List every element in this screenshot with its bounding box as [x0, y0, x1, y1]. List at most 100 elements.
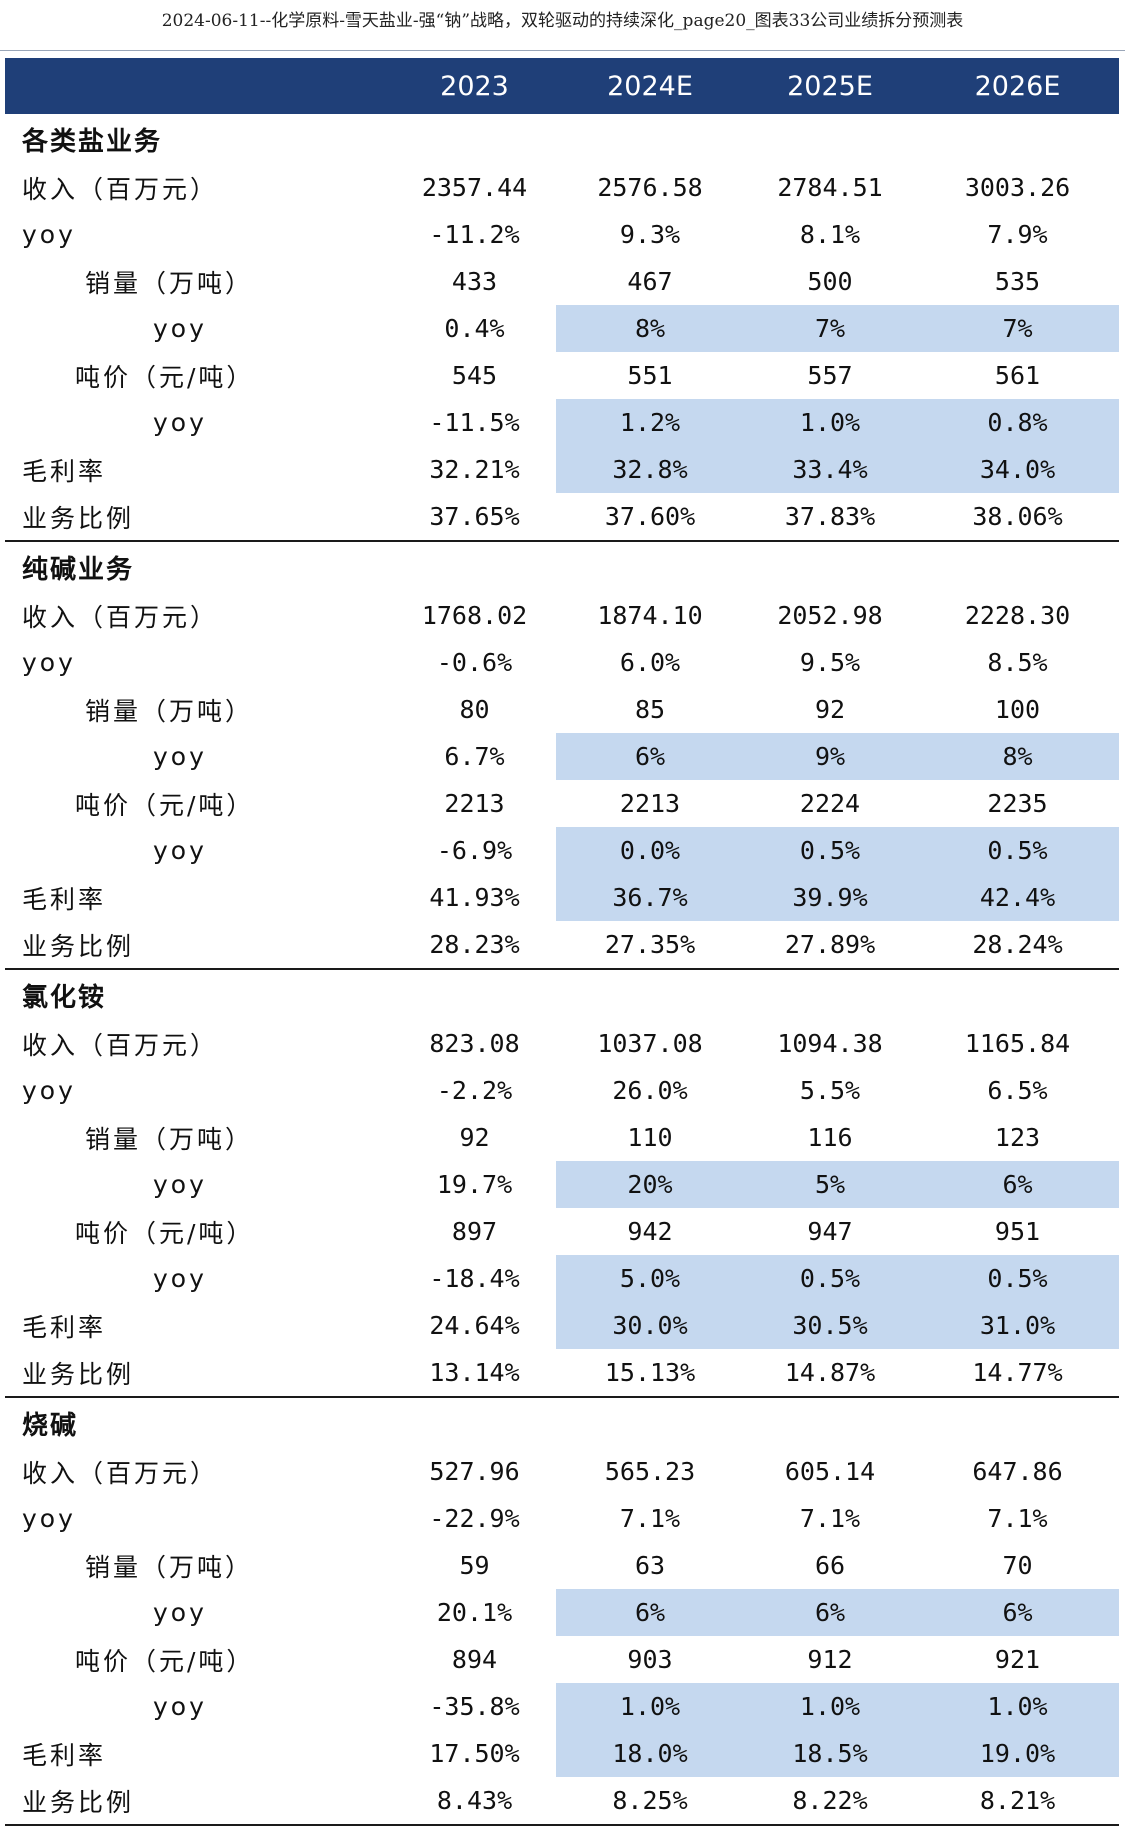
value-cell: 1094.38: [777, 1029, 883, 1058]
value-cell: 5%: [744, 1161, 916, 1208]
value-cell: 942: [627, 1217, 673, 1246]
header-cell-2026e: 2026E: [916, 58, 1119, 114]
header-cell-2024e: 2024E: [556, 58, 744, 114]
row-label: yoy: [153, 408, 207, 437]
value-cell: 7%: [744, 305, 916, 352]
value-cell: -35.8%: [429, 1692, 520, 1721]
price-yoy-row: yoy -18.4% 5.0% 0.5% 0.5%: [5, 1255, 1119, 1302]
row-label: 销量（万吨）: [85, 1124, 254, 1154]
table-body: 各类盐业务 收入（百万元） 2357.44 2576.58 2784.51 3003.26…: [5, 114, 1119, 1826]
value-cell: 8.21%: [916, 1777, 1119, 1826]
value-cell: 28.23%: [393, 921, 556, 970]
value-cell: -2.2%: [436, 1076, 513, 1105]
value-cell: 947: [807, 1217, 853, 1246]
value-cell: 39.9%: [744, 874, 916, 921]
value-cell: 500: [807, 267, 853, 296]
value-cell: 30.0%: [556, 1302, 744, 1349]
value-cell: 15.13%: [556, 1349, 744, 1398]
value-cell: 8.25%: [556, 1777, 744, 1826]
value-cell: 8%: [916, 733, 1119, 780]
value-cell: -22.9%: [429, 1504, 520, 1533]
value-cell: 0.5%: [916, 1255, 1119, 1302]
price-row: 吨价（元/吨） 545 551 557 561: [5, 352, 1119, 399]
value-cell: 30.5%: [744, 1302, 916, 1349]
value-cell: 2784.51: [777, 173, 883, 202]
value-cell: 37.60%: [556, 493, 744, 542]
value-cell: 0.5%: [744, 827, 916, 874]
value-cell: 19.0%: [916, 1730, 1119, 1777]
volume-row: 销量（万吨） 92 110 116 123: [5, 1114, 1119, 1161]
row-label: yoy: [153, 836, 207, 865]
value-cell: 42.4%: [916, 874, 1119, 921]
value-cell: 38.06%: [916, 493, 1119, 542]
volume-row: 销量（万吨） 80 85 92 100: [5, 686, 1119, 733]
row-label: 毛利率: [22, 884, 107, 914]
value-cell: 6.0%: [619, 648, 681, 677]
value-cell: 92: [459, 1123, 490, 1152]
row-label: 销量（万吨）: [85, 696, 254, 726]
value-cell: 1.0%: [916, 1683, 1119, 1730]
value-cell: 551: [627, 361, 673, 390]
value-cell: 5.5%: [799, 1076, 861, 1105]
value-cell: 28.24%: [916, 921, 1119, 970]
value-cell: 1.2%: [556, 399, 744, 446]
gross-margin-row: 毛利率 24.64% 30.0% 30.5% 31.0%: [5, 1302, 1119, 1349]
value-cell: 2228.30: [964, 601, 1071, 630]
row-label: yoy: [153, 742, 207, 771]
revenue-yoy-row: yoy -22.9% 7.1% 7.1% 7.1%: [5, 1495, 1119, 1542]
value-cell: 37.65%: [393, 493, 556, 542]
row-label: yoy: [22, 648, 76, 677]
price-row: 吨价（元/吨） 2213 2213 2224 2235: [5, 780, 1119, 827]
gross-margin-row: 毛利率 17.50% 18.0% 18.5% 19.0%: [5, 1730, 1119, 1777]
price-yoy-row: yoy -11.5% 1.2% 1.0% 0.8%: [5, 399, 1119, 446]
row-label: 销量（万吨）: [85, 268, 254, 298]
value-cell: -6.9%: [436, 836, 513, 865]
value-cell: 20.1%: [436, 1598, 513, 1627]
row-label: 销量（万吨）: [85, 1552, 254, 1582]
value-cell: 8.22%: [744, 1777, 916, 1826]
value-cell: -11.5%: [429, 408, 520, 437]
value-cell: 85: [634, 695, 666, 724]
value-cell: 2224: [799, 789, 861, 818]
row-label: 吨价（元/吨）: [75, 362, 255, 392]
value-cell: 8.43%: [393, 1777, 556, 1826]
business-share-row: 业务比例 28.23% 27.35% 27.89% 28.24%: [5, 921, 1119, 970]
value-cell: 0.8%: [916, 399, 1119, 446]
value-cell: 24.64%: [429, 1311, 520, 1340]
header-cell-2023: 2023: [393, 58, 556, 114]
row-label: 收入（百万元）: [22, 1458, 219, 1488]
value-cell: 0.0%: [556, 827, 744, 874]
header-row: 2023 2024E 2025E 2026E: [5, 58, 1119, 114]
value-cell: 7.1%: [799, 1504, 861, 1533]
value-cell: 6.7%: [444, 742, 505, 771]
row-label: 毛利率: [22, 456, 107, 486]
revenue-row: 收入（百万元） 1768.02 1874.10 2052.98 2228.30: [5, 592, 1119, 639]
value-cell: 557: [807, 361, 853, 390]
gross-margin-row: 毛利率 41.93% 36.7% 39.9% 42.4%: [5, 874, 1119, 921]
value-cell: 951: [994, 1217, 1041, 1246]
page-title: 2024-06-11--化学原料-雪天盐业-强“钠”战略，双轮驱动的持续深化_p…: [161, 11, 964, 31]
row-label: 业务比例: [5, 921, 393, 970]
volume-yoy-row: yoy 0.4% 8% 7% 7%: [5, 305, 1119, 352]
value-cell: 527.96: [429, 1457, 520, 1486]
volume-yoy-row: yoy 19.7% 20% 5% 6%: [5, 1161, 1119, 1208]
value-cell: 1.0%: [556, 1683, 744, 1730]
value-cell: 647.86: [972, 1457, 1063, 1486]
value-cell: 467: [627, 267, 673, 296]
value-cell: 1037.08: [597, 1029, 703, 1058]
row-label: yoy: [153, 1170, 207, 1199]
row-label: 收入（百万元）: [22, 174, 219, 204]
value-cell: 26.0%: [612, 1076, 688, 1105]
value-cell: 116: [807, 1123, 853, 1152]
value-cell: 34.0%: [916, 446, 1119, 493]
value-cell: 9.3%: [619, 220, 681, 249]
row-label: 业务比例: [5, 1349, 393, 1398]
row-label: 吨价（元/吨）: [75, 1646, 255, 1676]
value-cell: 823.08: [429, 1029, 520, 1058]
value-cell: -18.4%: [429, 1264, 520, 1293]
value-cell: 17.50%: [429, 1739, 520, 1768]
value-cell: 37.83%: [744, 493, 916, 542]
value-cell: 535: [994, 267, 1041, 296]
value-cell: 8.5%: [987, 648, 1048, 677]
row-label: 业务比例: [5, 493, 393, 542]
